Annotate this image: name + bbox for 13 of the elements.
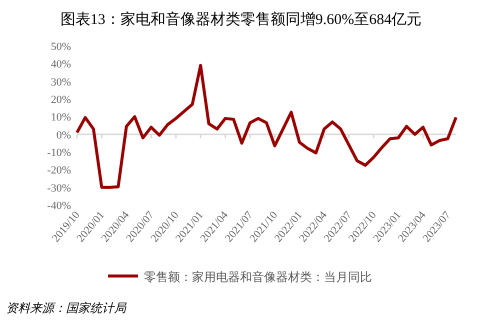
legend: 零售额：家用电器和音像器材类：当月同比 [108,270,372,284]
y-tick-label: -10% [47,147,71,159]
y-tick-label: 50% [50,41,71,53]
y-tick-label: 10% [50,112,71,124]
text: 资料来源：国家统计局 [6,301,127,315]
chart-title: 图表13：家电和音像器材类零售额同增9.60%至684亿元 [60,11,422,28]
y-tick-label: -40% [47,200,71,212]
y-tick-label: -20% [47,164,71,177]
y-tick-label: 30% [50,76,71,88]
y-tick-label: 20% [50,94,71,106]
y-tick-label: 0% [56,129,71,142]
y-tick-label: 40% [50,58,71,71]
y-tick-label: -30% [47,182,71,194]
